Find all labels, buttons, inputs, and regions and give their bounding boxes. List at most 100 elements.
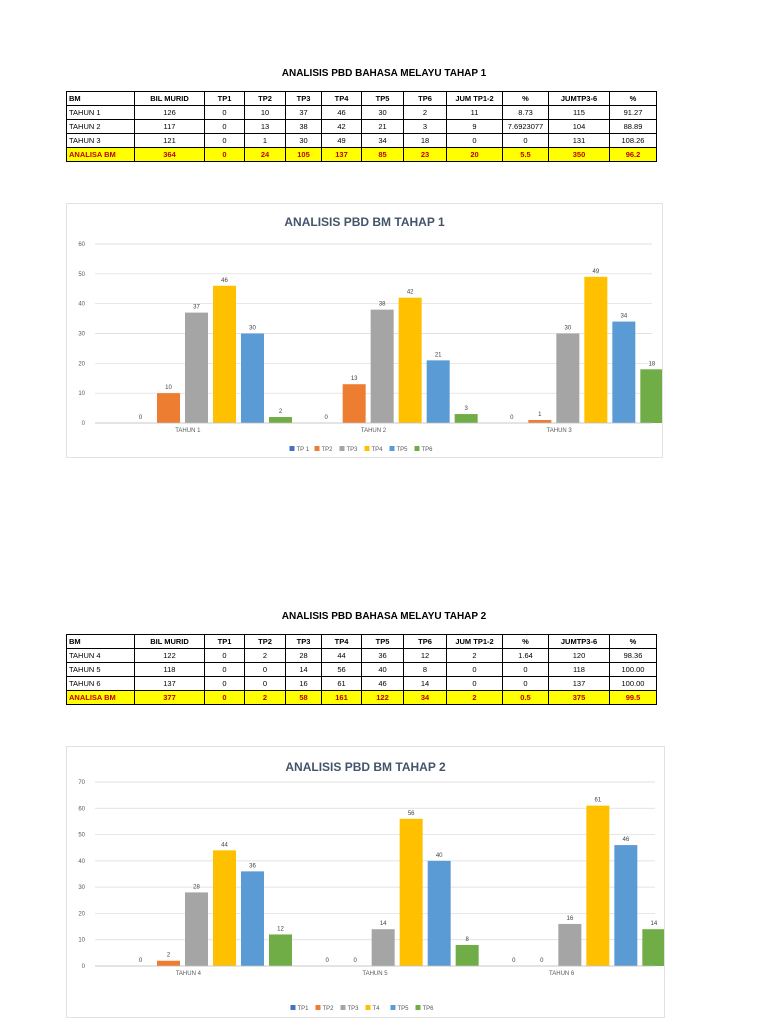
- data-label: 1: [538, 412, 542, 418]
- data-label: 0: [325, 958, 329, 964]
- table-cell: 11: [446, 105, 503, 120]
- table-cell: 58: [285, 690, 322, 705]
- category-label: TAHUN 2: [361, 428, 387, 434]
- table-cell: 105: [285, 147, 322, 162]
- table-cell: 1: [244, 133, 286, 148]
- table-cell: TP2: [244, 634, 286, 649]
- data-label: 0: [510, 415, 514, 421]
- table-cell: TP5: [361, 634, 404, 649]
- bar-t4-tahun-4: [213, 850, 236, 966]
- legend-swatch: [390, 1005, 396, 1010]
- y-tick-label: 50: [78, 833, 85, 839]
- data-label: 49: [592, 269, 599, 275]
- chart-box-tahap2: ANALISIS PBD BM TAHAP 2 0 10 20 30 40 50 60 70 0 2…: [66, 746, 665, 1018]
- table-cell: 56: [321, 662, 362, 677]
- bar-tp5-tahun-6: [614, 845, 638, 966]
- bar-tp5-tahun-4: [241, 871, 264, 966]
- table-cell: 7.6923077: [502, 119, 549, 134]
- bar-tp5-tahun-5: [427, 860, 451, 966]
- table-cell: TAHUN 4: [66, 648, 135, 663]
- table-cell: 46: [361, 676, 404, 691]
- table-cell: 121: [134, 133, 205, 148]
- y-tick-label: 40: [78, 859, 85, 865]
- chart-title: ANALISIS PBD BM TAHAP 1: [284, 215, 445, 229]
- table-cell: 9: [446, 119, 503, 134]
- bar-tp3-tahun-4: [185, 892, 208, 966]
- table-cell: JUMTP3-6: [548, 634, 610, 649]
- table-summary-row: ANALISA BM 364 0 24 105 137 85 23 20 5.5 350 96.2: [66, 147, 657, 162]
- table-cell: 364: [134, 147, 205, 162]
- chart-title: ANALISIS PBD BM TAHAP 2: [285, 760, 446, 774]
- bar-tp6-tahun-2: [454, 414, 478, 423]
- chart-tahap2: ANALISIS PBD BM TAHAP 201020304050607002…: [78, 760, 664, 1012]
- table-row: TAHUN 1 126 0 10 37 46 30 2 11 8.73 115 91.27: [66, 105, 657, 120]
- category-label: TAHUN 5: [362, 971, 388, 977]
- legend-swatch: [414, 446, 420, 451]
- table-cell: 5.5: [502, 147, 549, 162]
- table-cell: 20: [446, 147, 503, 162]
- legend-label: TP3: [347, 447, 359, 453]
- data-label: 10: [165, 385, 172, 391]
- table-cell: 38: [285, 119, 322, 134]
- table-cell: 18: [403, 133, 447, 148]
- table-cell: 21: [361, 119, 404, 134]
- legend-swatch: [290, 1005, 296, 1010]
- table-cell: BIL MURID: [134, 634, 205, 649]
- legend-swatch: [389, 446, 395, 451]
- data-label: 21: [435, 352, 442, 358]
- table-header-row: BM BIL MURID TP1 TP2 TP3 TP4 TP5 TP6 JUM TP1-2% J…: [66, 634, 657, 649]
- table-cell: 96.2: [609, 147, 657, 162]
- table-cell: 23: [403, 147, 447, 162]
- table-cell: ANALISA BM: [66, 147, 135, 162]
- table-cell: 88.89: [609, 119, 657, 134]
- y-tick-label: 60: [78, 242, 85, 248]
- y-tick-label: 0: [82, 964, 86, 970]
- table-cell: BM: [66, 634, 135, 649]
- table-cell: TAHUN 5: [66, 662, 135, 677]
- table-cell: 24: [244, 147, 286, 162]
- y-tick-label: 30: [78, 332, 85, 338]
- table-cell: TAHUN 2: [66, 119, 135, 134]
- table-row: TAHUN 2 117 0 13 38 42 21 3 9 7.6923077 104 88.89: [66, 119, 657, 134]
- table-cell: TP3: [285, 91, 322, 106]
- table-cell: 137: [134, 676, 205, 691]
- table-cell: 126: [134, 105, 205, 120]
- table-cell: 12: [403, 648, 447, 663]
- table-cell: 0: [204, 662, 245, 677]
- table-cell: %: [609, 91, 657, 106]
- legend-swatch: [340, 1005, 346, 1010]
- table-cell: JUM TP1-2: [446, 91, 503, 106]
- table-cell: JUM TP1-2: [446, 634, 503, 649]
- table-cell: 0: [502, 662, 549, 677]
- table-cell: 122: [134, 648, 205, 663]
- category-label: TAHUN 1: [175, 428, 201, 434]
- table-cell: 37: [285, 105, 322, 120]
- table-cell: 120: [548, 648, 610, 663]
- table-cell: 2: [403, 105, 447, 120]
- table-cell: 42: [321, 119, 362, 134]
- table-cell: TP5: [361, 91, 404, 106]
- table-cell: 0: [446, 676, 503, 691]
- table-row: TAHUN 4 122 0 2 28 44 36 12 2 1.64 120 98.36: [66, 648, 657, 663]
- table-cell: TP1: [204, 91, 245, 106]
- y-tick-label: 60: [78, 806, 85, 812]
- table-row: TAHUN 3 121 0 1 30 49 34 18 0 0 131 108.26: [66, 133, 657, 148]
- data-label: 0: [324, 415, 328, 421]
- table-cell: 108.26: [609, 133, 657, 148]
- table-cell: 2: [244, 690, 286, 705]
- y-tick-label: 0: [82, 421, 86, 427]
- table-cell: 30: [285, 133, 322, 148]
- chart-box-tahap1: ANALISIS PBD BM TAHAP 1 0 10 20 30 40 50 60 0 10 3…: [66, 203, 663, 458]
- y-tick-label: 10: [78, 938, 85, 944]
- table-cell: BM: [66, 91, 135, 106]
- table-summary-row: ANALISA BM 377 0 2 58 161 122 34 2 0.5 375 99.5: [66, 690, 657, 705]
- table-cell: 0: [204, 133, 245, 148]
- table-cell: 8.73: [502, 105, 549, 120]
- data-label: 0: [139, 415, 143, 421]
- data-label: 28: [193, 884, 200, 890]
- bar-tp3-tahun-5: [371, 929, 395, 966]
- data-label: 13: [351, 376, 358, 382]
- bar-tp3-tahun-6: [558, 923, 582, 966]
- table-cell: 40: [361, 662, 404, 677]
- table-cell: 0: [204, 147, 245, 162]
